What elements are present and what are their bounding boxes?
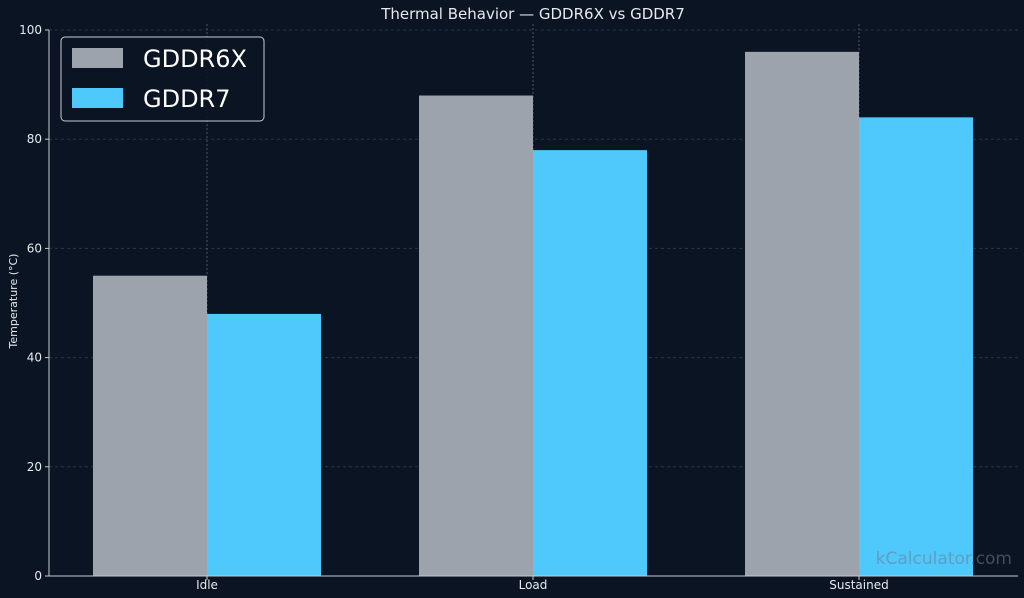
x-ticks: Idle Load Sustained (196, 576, 889, 592)
y-axis-label: Temperature (°C) (7, 254, 20, 350)
y-tick-label: 60 (27, 241, 42, 255)
legend: GDDR6X GDDR7 (60, 36, 265, 122)
chart-title: Thermal Behavior — GDDR6X vs GDDR7 (380, 5, 685, 23)
bar-gddr6x-load (419, 95, 533, 577)
y-tick-label: 0 (34, 569, 42, 583)
bar-gddr7-idle (207, 313, 321, 576)
x-tick-label: Sustained (829, 578, 888, 592)
bar-gddr7-load (533, 150, 647, 576)
y-tick-label: 40 (27, 351, 42, 365)
x-tick-label: Load (519, 578, 548, 592)
legend-swatch-gddr6x (72, 48, 123, 68)
legend-label-gddr7: GDDR7 (143, 85, 231, 113)
y-ticks: 0 20 40 60 80 100 (19, 23, 49, 583)
bars (93, 51, 973, 577)
x-tick-label: Idle (196, 578, 218, 592)
watermark-text: kCalculator.com (876, 549, 1012, 569)
legend-label-gddr6x: GDDR6X (143, 45, 247, 73)
y-tick-label: 100 (19, 23, 42, 37)
bar-gddr7-sustained (859, 117, 973, 577)
y-tick-label: 20 (27, 460, 42, 474)
bar-gddr6x-idle (93, 275, 207, 576)
bar-gddr6x-sustained (745, 51, 859, 576)
legend-swatch-gddr7 (72, 88, 123, 108)
y-tick-label: 80 (27, 132, 42, 146)
